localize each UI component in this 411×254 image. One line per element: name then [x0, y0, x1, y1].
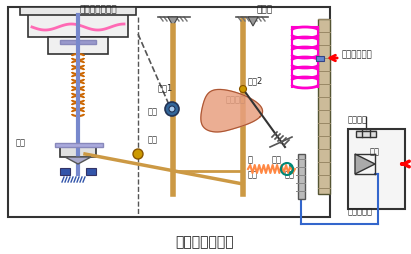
Text: 轴: 轴 [248, 155, 253, 164]
Bar [316, 57, 324, 62]
Bar [356, 132, 376, 137]
Bar [348, 130, 405, 209]
Bar [60, 147, 96, 157]
Text: 喷嘴: 喷嘴 [272, 155, 282, 164]
Bar [20, 8, 136, 16]
Text: 平板: 平板 [16, 138, 26, 147]
Bar [55, 144, 103, 147]
Bar [8, 8, 330, 217]
Text: 弹簧: 弹簧 [248, 170, 258, 179]
Circle shape [169, 107, 175, 113]
Text: 偏心凸轮: 偏心凸轮 [226, 95, 246, 104]
Text: 挡板: 挡板 [285, 170, 295, 179]
Bar [298, 154, 305, 199]
Polygon shape [355, 154, 375, 174]
Text: 杠杆2: 杠杆2 [248, 76, 263, 85]
Bar [86, 168, 96, 175]
Text: 气动薄膜调节阀: 气动薄膜调节阀 [79, 6, 117, 14]
Text: 摆杆: 摆杆 [148, 135, 158, 144]
Bar [60, 41, 96, 45]
Text: 气动放大器: 气动放大器 [348, 207, 373, 216]
Polygon shape [248, 18, 258, 27]
Text: 杠杆1: 杠杆1 [158, 83, 173, 92]
Circle shape [165, 103, 179, 117]
Text: 滚轮: 滚轮 [148, 107, 158, 116]
Bar [28, 10, 128, 38]
Circle shape [133, 149, 143, 159]
Text: 波纹管: 波纹管 [257, 6, 273, 14]
Bar [60, 168, 70, 175]
Polygon shape [201, 90, 263, 132]
Bar [48, 38, 108, 55]
Text: 气动阀门定位器: 气动阀门定位器 [175, 234, 234, 248]
Text: 气源: 气源 [370, 147, 380, 156]
Text: 压力信号输入: 压力信号输入 [342, 50, 373, 59]
Circle shape [240, 86, 247, 93]
Polygon shape [168, 18, 178, 27]
Bar [318, 20, 330, 194]
Text: 恒节流孔: 恒节流孔 [348, 115, 368, 124]
Polygon shape [65, 157, 91, 164]
